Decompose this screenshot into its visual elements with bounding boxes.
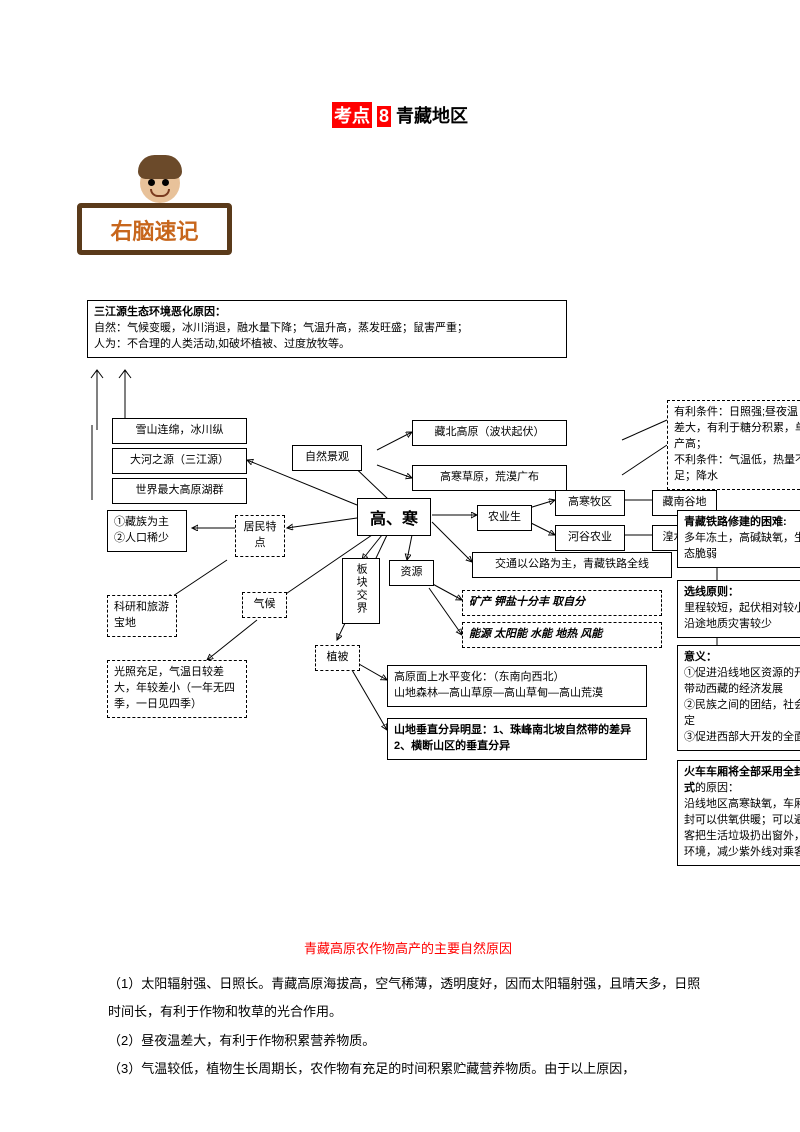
sanjiang-l2: 人为：不合理的人类活动,如破坏植被、过度放牧等。 — [94, 337, 560, 353]
sanjiang-l1: 自然：气候变暖，冰川消退，融水量下降；气温升高，蒸发旺盛；鼠害严重； — [94, 321, 560, 337]
agri-label: 农业生 — [477, 505, 532, 531]
meaning-l1: ①促进沿线地区资源的开带动西藏的经济发展 — [684, 666, 800, 698]
res-label: 资源 — [389, 560, 434, 586]
plate-box: 板块交界 — [342, 558, 380, 624]
page-title: 考点 8 青藏地区 — [0, 102, 800, 128]
route-text: 里程较短，起伏相对较小沿途地质灾害较少 — [684, 601, 800, 633]
tourism-box: 科研和旅游宝地 — [107, 595, 177, 637]
nw-c: 世界最大高原湖群 — [112, 478, 247, 504]
center-node: 高、寒 — [357, 498, 431, 536]
rail-diff-text: 多年冻土，高碱缺氧，生态脆弱 — [684, 531, 800, 563]
crop-section: 青藏高原农作物高产的主要自然原因 （1）太阳辐射强、日照长。青藏高原海拔高，空气… — [108, 935, 708, 1084]
agri1: 高寒牧区 — [555, 490, 625, 516]
title-prefix: 考点 — [332, 102, 372, 128]
sanjiang-box: 三江源生态环境恶化原因： 自然：气候变暖，冰川消退，融水量下降；气温升高，蒸发旺… — [87, 300, 567, 358]
train-box: 火车车厢将全部采用全封式的原因： 沿线地区高寒缺氧，车厢封可以供氧供暖；可以避客… — [677, 760, 800, 866]
transport: 交通以公路为主，青藏铁路全线 — [472, 552, 672, 578]
rail-diff-title: 青藏铁路修建的困难: — [684, 515, 800, 531]
crop1: （1）太阳辐射强、日照长。青藏高原海拔高，空气稀薄，透明度好，因而太阳辐射强，且… — [108, 970, 708, 1027]
crop2: （2）昼夜温差大，有利于作物积累营养物质。 — [108, 1027, 708, 1056]
pop-box: ①藏族为主 ②人口稀少 — [107, 510, 187, 552]
sanjiang-title: 三江源生态环境恶化原因： — [94, 305, 560, 321]
res2: 能源 太阳能 水能 地热 风能 — [462, 622, 662, 648]
title-main: 青藏地区 — [396, 106, 468, 126]
res1: 矿产 钾盐十分丰 取自分 — [462, 590, 662, 616]
meaning-l3: ③促进西部大开发的全面 — [684, 730, 800, 746]
nw-a: 雪山连绵，冰川纵 — [112, 418, 247, 444]
cond-l2: 不利条件：气温低，热量不足；降水 — [674, 453, 800, 485]
veg2: 山地垂直分异明显：1、珠峰南北坡自然带的差异 2、横断山区的垂直分异 — [387, 718, 647, 760]
agri2: 河谷农业 — [555, 525, 625, 551]
route-box: 选线原则： 里程较短，起伏相对较小沿途地质灾害较少 — [677, 580, 800, 638]
landscape2: 高寒草原，荒漠广布 — [412, 465, 567, 491]
train-suffix: 的原因： — [695, 782, 739, 794]
cond-box: 有利条件：日照强;昼夜温差大，有利于糖分积累，单产高； 不利条件：气温低，热量不… — [667, 400, 800, 490]
train-text: 沿线地区高寒缺氧，车厢封可以供氧供暖；可以避客把生活垃圾扔出窗外，环境，减少紫外… — [684, 797, 800, 861]
mind-map: 三江源生态环境恶化原因： 自然：气候变暖，冰川消退，融水量下降；气温升高，蒸发旺… — [77, 300, 800, 920]
climate-label: 气候 — [242, 592, 287, 618]
brain-mnemonic-graphic: 右脑速记 — [77, 155, 237, 250]
pop-label: 居民特点 — [235, 515, 285, 557]
route-title: 选线原则： — [684, 585, 800, 601]
meaning-title: 意义： — [684, 650, 800, 666]
veg1: 高原面上水平变化：（东南向西北） 山地森林—高山草原—高山草甸—高山荒漠 — [387, 665, 647, 707]
meaning-box: 意义： ①促进沿线地区资源的开带动西藏的经济发展 ②民族之间的团结，社会定 ③促… — [677, 645, 800, 751]
rail-diff: 青藏铁路修建的困难: 多年冻土，高碱缺氧，生态脆弱 — [677, 510, 800, 568]
veg-label: 植被 — [315, 645, 360, 671]
page: 考点 8 青藏地区 右脑速记 — [0, 0, 800, 1132]
crop-title: 青藏高原农作物高产的主要自然原因 — [108, 935, 708, 964]
title-num: 8 — [377, 106, 391, 127]
brain-board: 右脑速记 — [77, 203, 232, 255]
cond-l1: 有利条件：日照强;昼夜温差大，有利于糖分积累，单产高； — [674, 405, 800, 453]
brain-label: 右脑速记 — [82, 214, 227, 246]
nw-b: 大河之源（三江源） — [112, 448, 247, 474]
landscape-label: 自然景观 — [292, 445, 362, 471]
meaning-l2: ②民族之间的团结，社会定 — [684, 698, 800, 730]
crop3: （3）气温较低，植物生长周期长，农作物有充足的时间积累贮藏营养物质。由于以上原因… — [108, 1055, 708, 1084]
climate-box: 光照充足，气温日较差大，年较差小（一年无四季，一日见四季） — [107, 660, 247, 718]
landscape1: 藏北高原（波状起伏） — [412, 420, 567, 446]
